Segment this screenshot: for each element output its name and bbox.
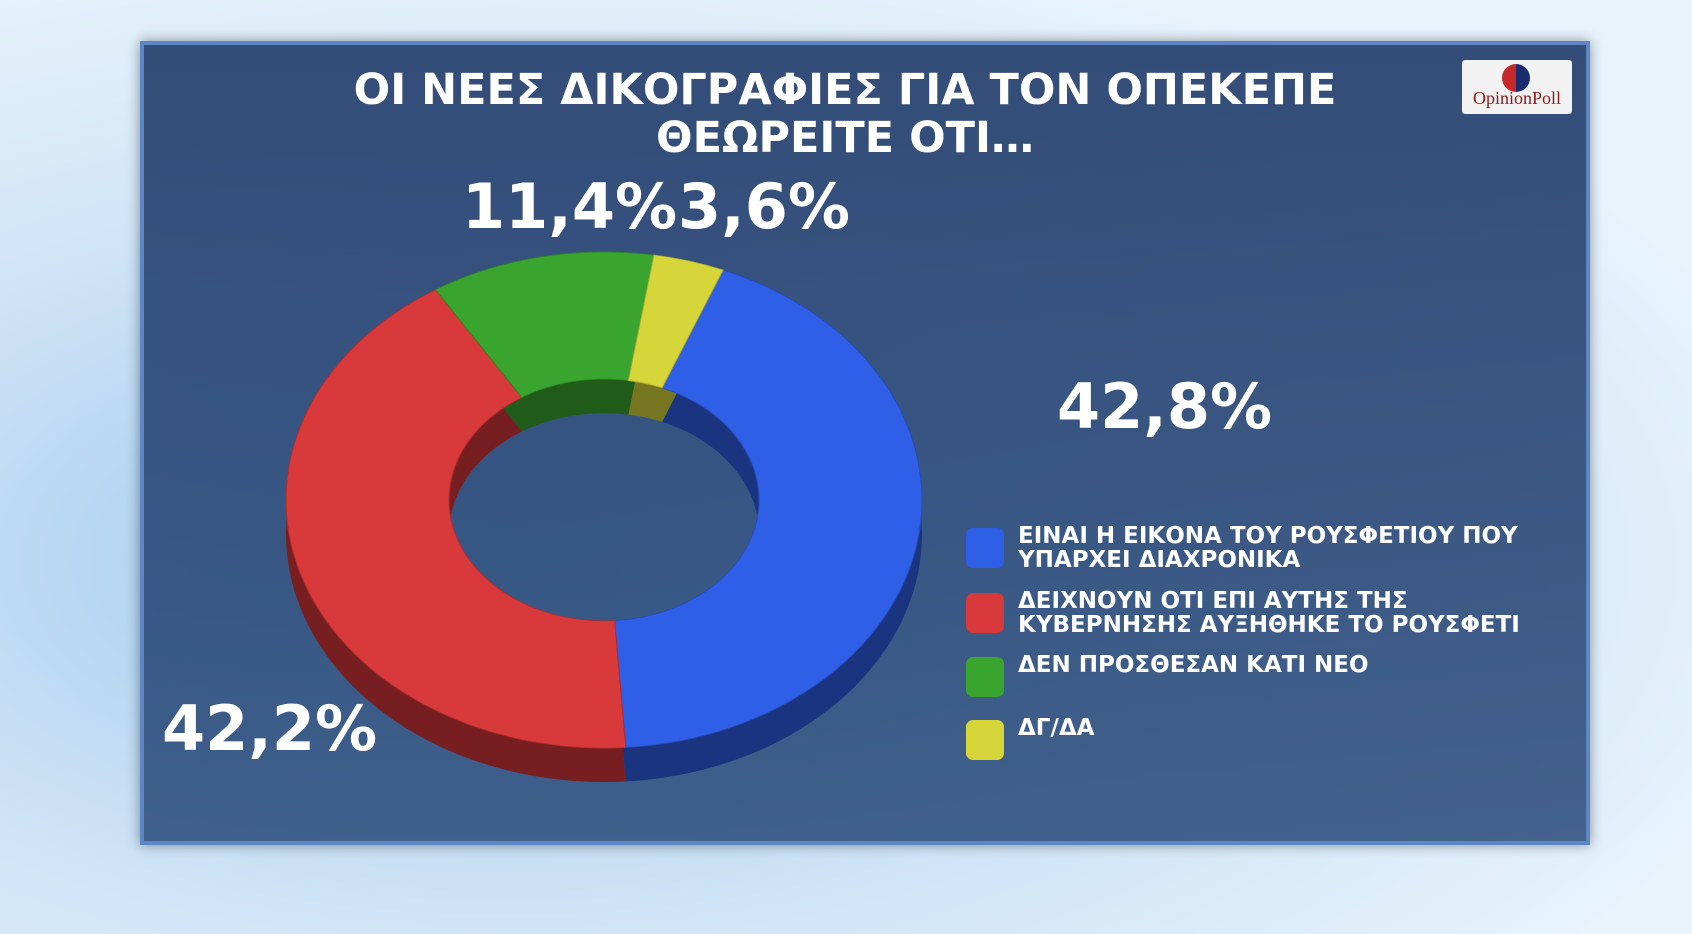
legend-swatch [966,593,1004,633]
value-label: 42,2% [162,692,377,765]
chart-title: ΟΙ ΝΕΕΣ ΔΙΚΟΓΡΑΦΙΕΣ ΓΙΑ ΤΟΝ ΟΠΕΚΕΠΕ ΘΕΩΡ… [353,65,1337,163]
value-label: 11,4% [462,170,677,243]
legend-swatch [966,528,1004,568]
donut [285,251,923,749]
legend-label: ΕΙΝΑΙ Η ΕΙΚΟΝΑ ΤΟΥ ΡΟΥΣΦΕΤΙΟΥ ΠΟΥ ΥΠΑΡΧΕ… [1018,523,1518,573]
logo: OpinionPoll [1462,60,1572,114]
logo-icon [1502,64,1530,92]
legend-swatch [966,657,1004,697]
value-label: 42,8% [1057,370,1272,443]
legend-label: ΔΕΙΧΝΟΥΝ ΟΤΙ ΕΠΙ ΑΥΤΗΣ ΤΗΣ ΚΥΒΕΡΝΗΣΗΣ ΑΥ… [1018,588,1520,638]
slice [614,269,923,748]
slice [627,254,724,389]
legend-swatch [966,720,1004,760]
legend-label: ΔΓ/ΔΑ [1018,715,1095,741]
value-label: 3,6% [678,170,850,243]
logo-text: OpinionPoll [1472,88,1561,108]
slice [285,289,627,749]
legend-label: ΔΕΝ ΠΡΟΣΘΕΣΑΝ ΚΑΤΙ ΝΕΟ [1018,652,1369,678]
